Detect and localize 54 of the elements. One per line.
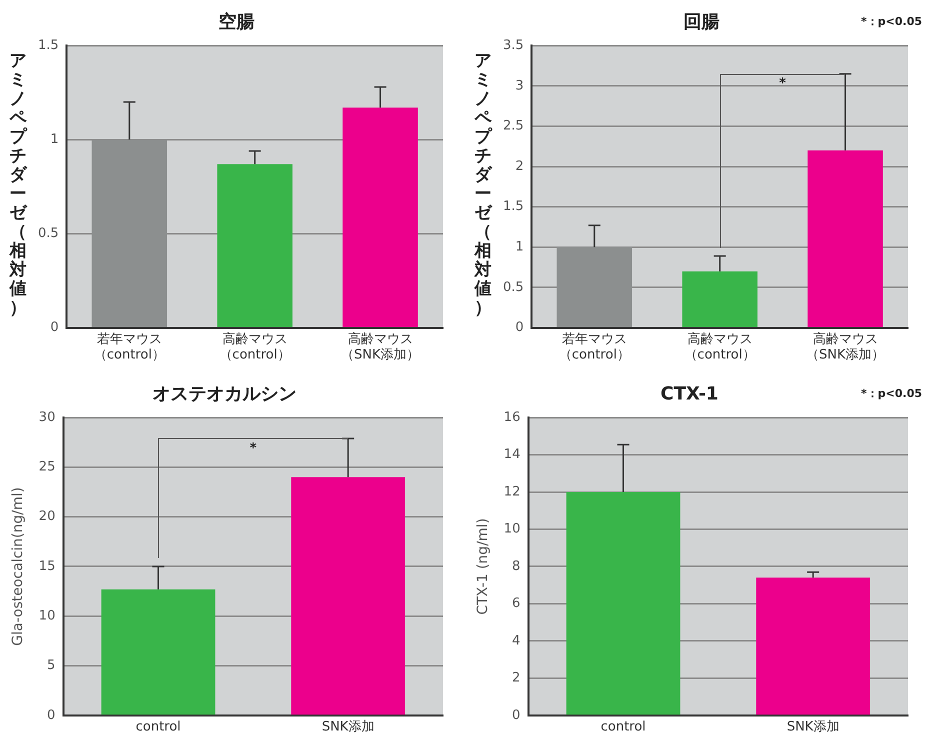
y-tick-label: 0 [47, 708, 56, 723]
x-tick-label: 高齢マウス（SNK添加） [341, 330, 420, 363]
y-axis-title: CTX-1 (ng/ml) [475, 518, 492, 615]
chart-title: 回腸 [684, 11, 720, 32]
bar [342, 108, 418, 328]
x-tick-label: 高齢マウス（control） [684, 330, 756, 363]
y-tick-label: 1 [50, 132, 59, 148]
x-tick-label: 高齢マウス（control） [219, 330, 290, 363]
chart-title: 空腸 [218, 11, 254, 32]
x-tick-label: 高齢マウス（SNK添加） [806, 330, 885, 363]
x-tick-label: control [136, 720, 181, 735]
text: アミノペプチダーゼ（相対値） [10, 51, 26, 318]
y-tick-label: 2.5 [502, 118, 524, 134]
y-tick-label: 15 [38, 558, 56, 574]
bar [217, 164, 292, 328]
y-axis-title: Gla-osteocalcin(ng/ml) [10, 487, 26, 646]
x-tick-label: 若年マウス（control） [558, 332, 630, 363]
annotation: * [250, 440, 257, 456]
y-tick-label: 2 [515, 158, 524, 174]
y-tick-label: 1 [515, 240, 524, 255]
text: *：p<0.05 [861, 386, 922, 400]
y-tick-label: 0.5 [38, 226, 59, 242]
y-tick-label: 1.5 [502, 199, 524, 214]
x-tick-label: SNK添加 [322, 720, 374, 735]
y-tick-label: 12 [504, 484, 520, 500]
y-tick-label: 3 [515, 78, 524, 94]
x-tick-label: SNK添加 [786, 720, 840, 735]
y-tick-label: 1.5 [38, 38, 59, 53]
bar [808, 150, 883, 328]
y-tick-label: 8 [512, 558, 520, 574]
y-tick-label: 25 [38, 460, 56, 475]
y-tick-label: 30 [38, 410, 56, 425]
y-tick-label: 16 [504, 410, 520, 425]
y-tick-label: 10 [504, 522, 520, 537]
y-tick-label: 0.5 [502, 280, 524, 295]
x-tick-label: control [600, 720, 646, 735]
chart-title: オステオカルシン [152, 383, 296, 404]
text: *：p<0.05 [861, 14, 922, 28]
y-tick-label: 5 [47, 658, 56, 674]
bar [682, 271, 758, 328]
y-tick-label: 10 [38, 608, 56, 624]
text: アミノペプチダーゼ（相対値） [474, 51, 492, 318]
y-tick-label: 14 [504, 447, 520, 462]
y-tick-label: 0 [50, 320, 59, 336]
y-tick-label: 6 [512, 596, 520, 612]
annotation: * [779, 76, 786, 92]
y-tick-label: 3.5 [502, 38, 524, 53]
y-tick-label: 0 [515, 320, 524, 336]
y-tick-label: 4 [512, 633, 520, 648]
y-tick-label: 0 [512, 708, 520, 723]
y-tick-label: 20 [38, 509, 56, 524]
x-tick-label: 若年マウス（control） [94, 332, 165, 363]
y-tick-label: 2 [512, 670, 520, 686]
chart-title: CTX-1 [660, 383, 718, 404]
